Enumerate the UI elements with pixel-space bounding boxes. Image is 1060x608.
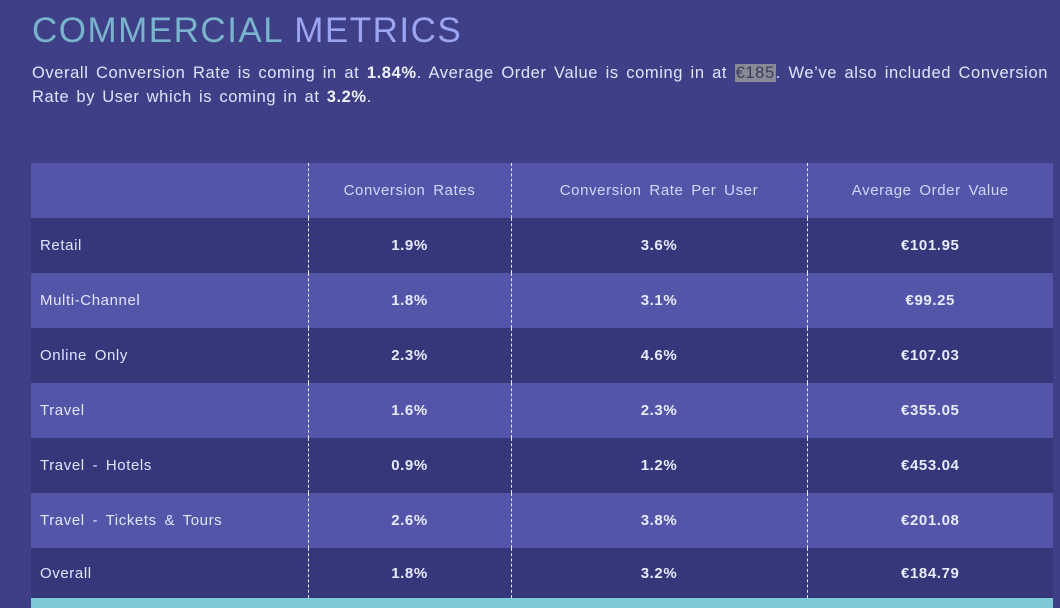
summary-text: . Average Order Value is coming in at bbox=[416, 64, 735, 82]
conversion-rate-per-user-cell: 4.6% bbox=[510, 328, 807, 383]
row-label: Online Only bbox=[31, 328, 308, 383]
conversion-rate-cell: 1.8% bbox=[307, 548, 511, 598]
average-order-value-cell: €453.04 bbox=[806, 438, 1053, 493]
conversion-rate-cell: 0.9% bbox=[307, 438, 511, 493]
overall-conversion-rate-value: 1.84% bbox=[366, 64, 417, 82]
average-order-value-cell: €99.25 bbox=[806, 273, 1053, 328]
conversion-rate-by-user-value: 3.2% bbox=[326, 88, 367, 106]
summary-paragraph: Overall Conversion Rate is coming in at … bbox=[32, 61, 1048, 109]
average-order-value-cell: €101.95 bbox=[806, 218, 1053, 273]
conversion-rate-per-user-cell: 3.6% bbox=[510, 218, 807, 273]
average-order-value-cell: €355.05 bbox=[806, 383, 1053, 438]
conversion-rate-per-user-cell: 3.8% bbox=[510, 493, 807, 548]
summary-text: . We’ve also included Conversion Rate by… bbox=[32, 64, 1048, 106]
conversion-rate-cell: 2.3% bbox=[307, 328, 511, 383]
conversion-rate-cell: 1.9% bbox=[307, 218, 511, 273]
conversion-rate-cell: 1.8% bbox=[307, 273, 511, 328]
table-row: Multi-Channel 1.8% 3.1% €99.25 bbox=[31, 273, 1053, 328]
average-order-value-highlight: €185 bbox=[734, 64, 776, 82]
title-word-commercial: COMMERCIAL bbox=[32, 11, 283, 50]
page-title: COMMERCIAL METRICS bbox=[32, 10, 462, 52]
table-row: Travel 1.6% 2.3% €355.05 bbox=[31, 383, 1053, 438]
table-row: Online Only 2.3% 4.6% €107.03 bbox=[31, 328, 1053, 383]
table-row: Travel - Tickets & Tours 2.6% 3.8% €201.… bbox=[31, 493, 1053, 548]
conversion-rate-cell: 2.6% bbox=[307, 493, 511, 548]
row-label: Multi-Channel bbox=[31, 273, 308, 328]
conversion-rate-per-user-cell: 3.2% bbox=[510, 548, 807, 598]
conversion-rate-per-user-cell: 1.2% bbox=[510, 438, 807, 493]
title-word-metrics: METRICS bbox=[294, 11, 463, 50]
table-header-row: Conversion Rates Conversion Rate Per Use… bbox=[31, 163, 1053, 218]
row-label: Travel - Tickets & Tours bbox=[31, 493, 308, 548]
average-order-value-cell: €107.03 bbox=[806, 328, 1053, 383]
header-average-order-value: Average Order Value bbox=[806, 163, 1053, 218]
header-segment bbox=[31, 163, 308, 218]
conversion-rate-cell: 1.6% bbox=[307, 383, 511, 438]
conversion-rate-per-user-cell: 3.1% bbox=[510, 273, 807, 328]
header-conversion-rates: Conversion Rates bbox=[307, 163, 511, 218]
bottom-accent-bar bbox=[31, 598, 1053, 608]
average-order-value-cell: €184.79 bbox=[806, 548, 1053, 598]
commercial-metrics-table: Conversion Rates Conversion Rate Per Use… bbox=[31, 163, 1053, 598]
header-conversion-rate-per-user: Conversion Rate Per User bbox=[510, 163, 807, 218]
summary-text: Overall Conversion Rate is coming in at bbox=[32, 64, 367, 82]
row-label: Retail bbox=[31, 218, 308, 273]
row-label: Overall bbox=[31, 548, 308, 598]
summary-text: . bbox=[366, 88, 372, 106]
row-label: Travel bbox=[31, 383, 308, 438]
average-order-value-cell: €201.08 bbox=[806, 493, 1053, 548]
table-row-overall: Overall 1.8% 3.2% €184.79 bbox=[31, 548, 1053, 598]
conversion-rate-per-user-cell: 2.3% bbox=[510, 383, 807, 438]
row-label: Travel - Hotels bbox=[31, 438, 308, 493]
table-row: Retail 1.9% 3.6% €101.95 bbox=[31, 218, 1053, 273]
table-row: Travel - Hotels 0.9% 1.2% €453.04 bbox=[31, 438, 1053, 493]
